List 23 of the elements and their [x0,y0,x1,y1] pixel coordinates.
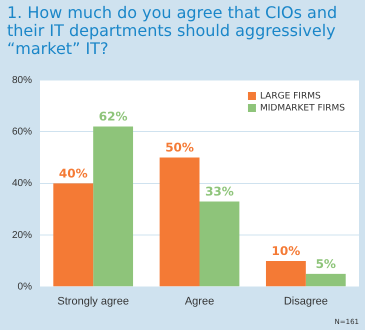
legend-label: LARGE FIRMS [260,91,321,102]
y-tick-label: 20% [12,230,32,241]
chart-title: 1. How much do you agree that CIOs and their IT departments should aggressively “market” IT? [7,3,338,58]
x-tick-label: Strongly agree [57,295,129,308]
bar [200,201,240,286]
data-label: 62% [98,110,128,124]
data-label: 33% [205,184,234,199]
y-tick-label: 40% [12,178,32,190]
data-label: 10% [272,244,300,258]
legend-label: MIDMARKET FIRMS [260,103,346,114]
bar [306,274,346,286]
data-label: 40% [58,166,88,181]
x-tick-label: Disagree [284,295,328,308]
bar [160,158,200,286]
y-tick-label: 0% [18,282,32,293]
bar [53,183,94,286]
y-tick-label: 60% [12,126,32,138]
x-tick-label: Agree [184,295,214,308]
y-tick-label: 80% [12,74,32,86]
data-label: 50% [165,140,194,155]
bar [93,126,134,286]
data-label: 5% [316,257,336,271]
bar [266,260,306,286]
